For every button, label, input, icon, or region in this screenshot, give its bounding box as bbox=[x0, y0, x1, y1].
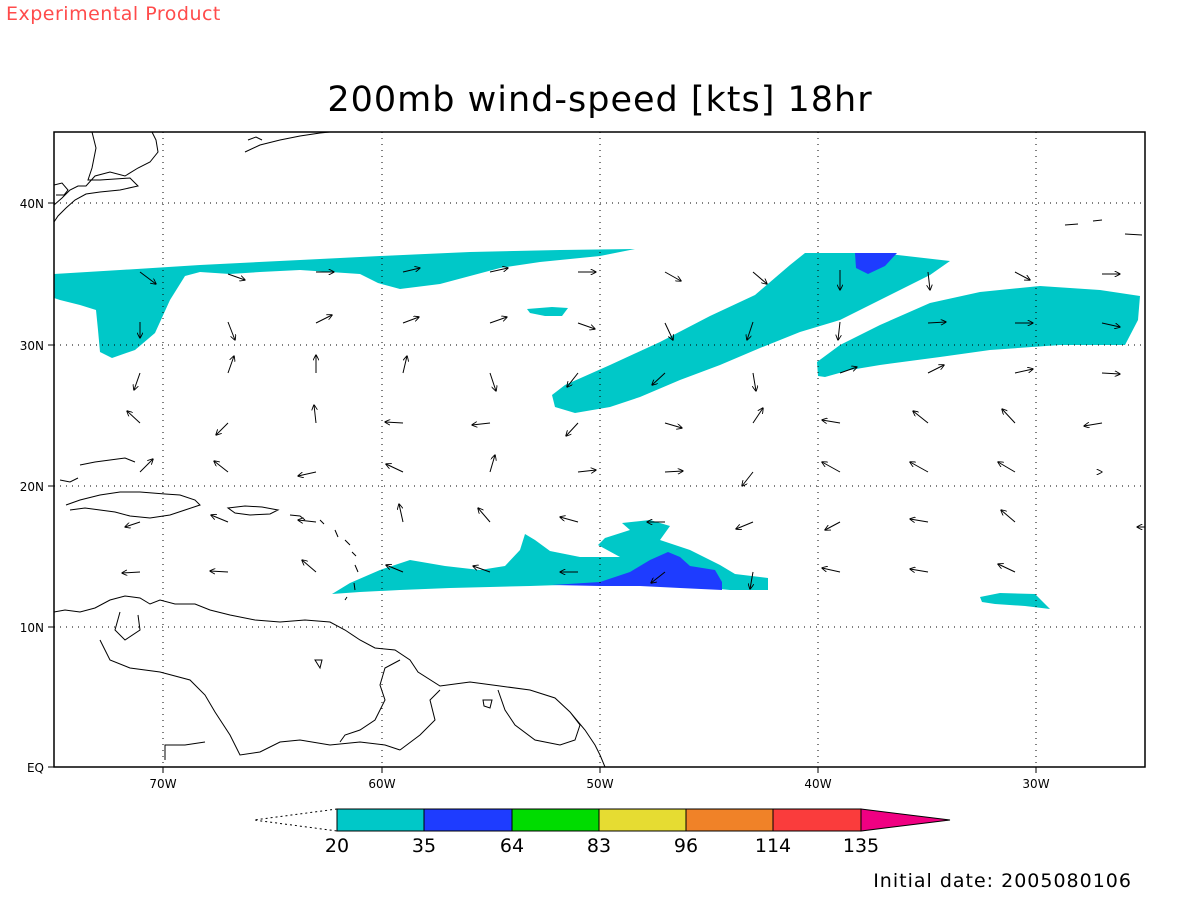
wind-vectors bbox=[122, 268, 1145, 589]
experimental-product-label: Experimental Product bbox=[6, 3, 221, 25]
colorbar-label-83: 83 bbox=[587, 835, 611, 857]
colorbar-label-20: 20 bbox=[325, 835, 349, 857]
coast-lesser-antilles bbox=[319, 519, 359, 601]
coast-north-america bbox=[54, 132, 159, 223]
colorbar-swatch-114-135 bbox=[772, 808, 862, 832]
colorbar-label-35: 35 bbox=[412, 835, 436, 857]
lon-label-60w: 60W bbox=[368, 777, 395, 791]
colorbar: 20 35 64 83 96 114 135 bbox=[253, 808, 951, 857]
lat-label-40n: 40N bbox=[20, 197, 44, 211]
contour-20-east-band bbox=[817, 286, 1140, 377]
colorbar-swatch-20-35 bbox=[336, 808, 425, 832]
lon-label-30w: 30W bbox=[1022, 777, 1049, 791]
coastlines bbox=[54, 132, 1143, 767]
coast-small-islands bbox=[314, 219, 1143, 709]
lon-label-70w: 70W bbox=[149, 777, 176, 791]
contour-20-small-patch bbox=[527, 307, 568, 316]
wind-speed-shading bbox=[54, 249, 1140, 609]
colorbar-swatch-35-64 bbox=[423, 808, 513, 832]
contour-20-southeast-patch bbox=[980, 593, 1050, 609]
lat-lon-grid bbox=[54, 132, 1145, 767]
lat-label-30n: 30N bbox=[20, 339, 44, 353]
lon-label-50w: 50W bbox=[586, 777, 613, 791]
colorbar-label-135: 135 bbox=[843, 835, 879, 857]
longitude-labels: 70W 60W 50W 40W 30W bbox=[149, 777, 1049, 791]
lat-label-20n: 20N bbox=[20, 480, 44, 494]
colorbar-swatch-83-96 bbox=[598, 808, 687, 832]
colorbar-label-64: 64 bbox=[500, 835, 524, 857]
colorbar-label-114: 114 bbox=[755, 835, 791, 857]
plot-frame bbox=[53, 131, 1146, 768]
contour-20-diagonal-band bbox=[552, 253, 950, 413]
coast-south-america bbox=[54, 595, 606, 767]
axis-ticks bbox=[48, 202, 1037, 773]
initial-date-label: Initial date: 2005080106 bbox=[873, 870, 1132, 892]
coast-greater-antilles bbox=[59, 457, 306, 521]
map-title: 200mb wind-speed [kts] 18hr bbox=[327, 80, 873, 120]
contour-35-south-patch bbox=[552, 552, 722, 590]
lat-label-eq: EQ bbox=[27, 761, 44, 775]
colorbar-swatch-64-83 bbox=[511, 808, 600, 832]
contour-20-north-band bbox=[54, 249, 635, 358]
colorbar-above-triangle bbox=[860, 808, 951, 832]
lat-label-10n: 10N bbox=[20, 621, 44, 635]
contour-35-north-patch bbox=[855, 253, 897, 274]
colorbar-label-96: 96 bbox=[674, 835, 698, 857]
colorbar-below-triangle bbox=[253, 808, 338, 832]
colorbar-swatch-96-114 bbox=[685, 808, 774, 832]
coast-nova-scotia bbox=[244, 132, 331, 153]
lon-label-40w: 40W bbox=[804, 777, 831, 791]
latitude-labels: EQ 10N 20N 30N 40N bbox=[20, 197, 44, 775]
